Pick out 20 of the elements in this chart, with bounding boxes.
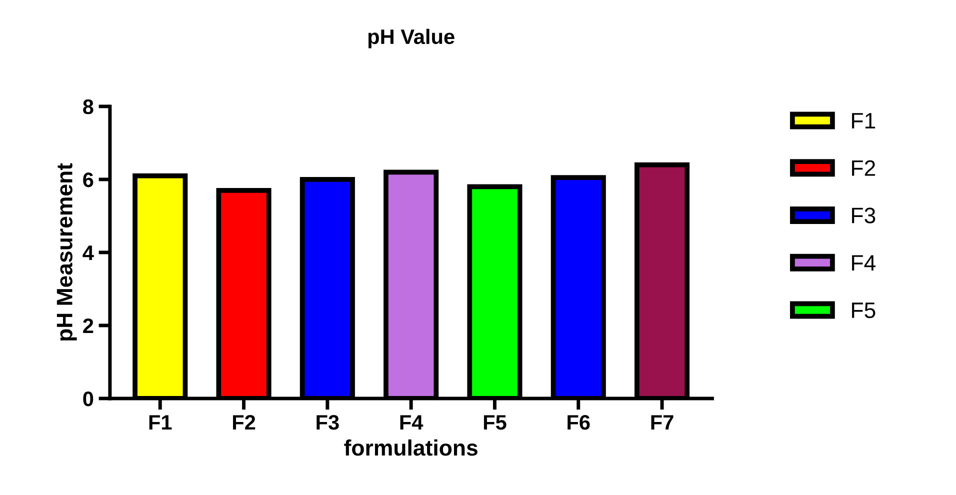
x-axis-title: formulations bbox=[344, 439, 478, 456]
y-tick-label: 8 bbox=[83, 99, 94, 114]
legend-label: F1 bbox=[852, 113, 876, 128]
x-tick-label: F5 bbox=[484, 415, 506, 430]
y-axis-title: pH Measurement bbox=[56, 163, 77, 341]
x-tick-label: F2 bbox=[233, 414, 256, 430]
x-tick-label: F7 bbox=[651, 415, 674, 430]
chart-title: pH Value bbox=[368, 28, 454, 48]
y-tick-label: 6 bbox=[83, 172, 94, 188]
x-tick-label: F4 bbox=[400, 415, 424, 430]
x-tick-label: F6 bbox=[568, 414, 590, 430]
y-tick-label: 0 bbox=[83, 391, 94, 406]
legend-label: F3 bbox=[852, 208, 876, 224]
legend-label: F2 bbox=[852, 160, 876, 176]
legend-label: F4 bbox=[852, 255, 876, 271]
y-tick-label: 2 bbox=[83, 318, 94, 334]
x-tick-label: F3 bbox=[316, 414, 339, 430]
y-tick-label: 4 bbox=[82, 246, 94, 260]
x-tick-label: F1 bbox=[149, 415, 172, 430]
legend-label: F5 bbox=[852, 302, 876, 318]
